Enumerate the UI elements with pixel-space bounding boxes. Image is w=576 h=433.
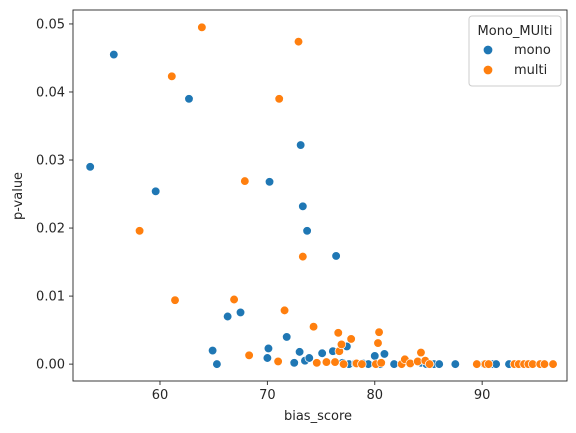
point-mono-10 <box>265 177 274 186</box>
y-tick-label: 0.04 <box>36 85 65 100</box>
point-multi-19 <box>339 360 348 369</box>
point-mono-12 <box>290 358 299 367</box>
legend-marker-mono <box>483 45 493 55</box>
y-tick-label: 0.05 <box>36 17 65 32</box>
point-multi-43 <box>540 360 549 369</box>
point-multi-0 <box>135 226 144 235</box>
point-multi-13 <box>312 358 321 367</box>
point-multi-33 <box>425 360 434 369</box>
point-multi-44 <box>549 360 558 369</box>
point-mono-13 <box>295 348 304 357</box>
point-mono-0 <box>86 163 95 172</box>
point-multi-7 <box>274 357 283 366</box>
point-mono-2 <box>151 187 160 196</box>
point-multi-22 <box>358 360 367 369</box>
point-mono-14 <box>296 141 305 150</box>
point-multi-4 <box>230 295 239 304</box>
legend: Mono_MUlti mono multi <box>469 16 561 86</box>
point-multi-14 <box>322 358 331 367</box>
x-tick-label: 80 <box>366 388 383 403</box>
x-tick-label: 60 <box>152 388 169 403</box>
point-multi-1 <box>168 72 177 81</box>
y-tick-label: 0.02 <box>36 222 65 237</box>
legend-label-mono: mono <box>514 43 551 58</box>
point-mono-4 <box>208 346 217 355</box>
point-multi-24 <box>374 339 383 348</box>
point-mono-8 <box>263 354 272 363</box>
point-multi-16 <box>334 329 343 338</box>
point-multi-18 <box>337 340 346 349</box>
point-mono-15 <box>299 202 308 211</box>
point-multi-2 <box>171 296 180 305</box>
point-mono-30 <box>380 350 389 359</box>
point-multi-34 <box>472 360 481 369</box>
point-multi-36 <box>484 360 493 369</box>
point-multi-20 <box>347 335 356 344</box>
point-mono-11 <box>282 333 291 342</box>
point-mono-21 <box>332 252 341 261</box>
point-multi-9 <box>280 306 289 315</box>
point-mono-17 <box>303 226 312 235</box>
point-mono-9 <box>264 344 273 353</box>
point-mono-18 <box>305 354 314 363</box>
point-mono-1 <box>110 50 119 59</box>
legend-title: Mono_MUlti <box>478 24 553 39</box>
point-mono-36 <box>435 360 444 369</box>
point-multi-26 <box>377 358 386 367</box>
point-multi-6 <box>245 351 254 360</box>
point-multi-8 <box>275 94 284 103</box>
x-axis-label: bias_score <box>284 409 352 424</box>
point-multi-3 <box>198 23 207 32</box>
point-multi-5 <box>241 177 250 186</box>
y-axis-label: p-value <box>11 172 26 220</box>
x-tick-label: 90 <box>474 388 491 403</box>
point-multi-10 <box>294 37 303 46</box>
legend-label-multi: multi <box>514 63 547 78</box>
y-tick-label: 0.03 <box>36 154 65 169</box>
point-multi-12 <box>309 322 318 331</box>
point-mono-5 <box>213 360 222 369</box>
legend-marker-multi <box>483 65 493 75</box>
point-mono-6 <box>223 312 232 321</box>
x-tick-label: 70 <box>259 388 276 403</box>
point-multi-31 <box>417 348 426 357</box>
point-multi-15 <box>331 358 340 367</box>
point-mono-28 <box>370 352 379 361</box>
point-multi-11 <box>299 252 308 261</box>
y-tick-label: 0.00 <box>36 358 65 373</box>
point-mono-3 <box>185 94 194 103</box>
y-tick-label: 0.01 <box>36 290 65 305</box>
point-mono-37 <box>451 360 460 369</box>
point-mono-7 <box>236 308 245 317</box>
point-mono-19 <box>318 349 327 358</box>
point-multi-25 <box>375 328 384 337</box>
